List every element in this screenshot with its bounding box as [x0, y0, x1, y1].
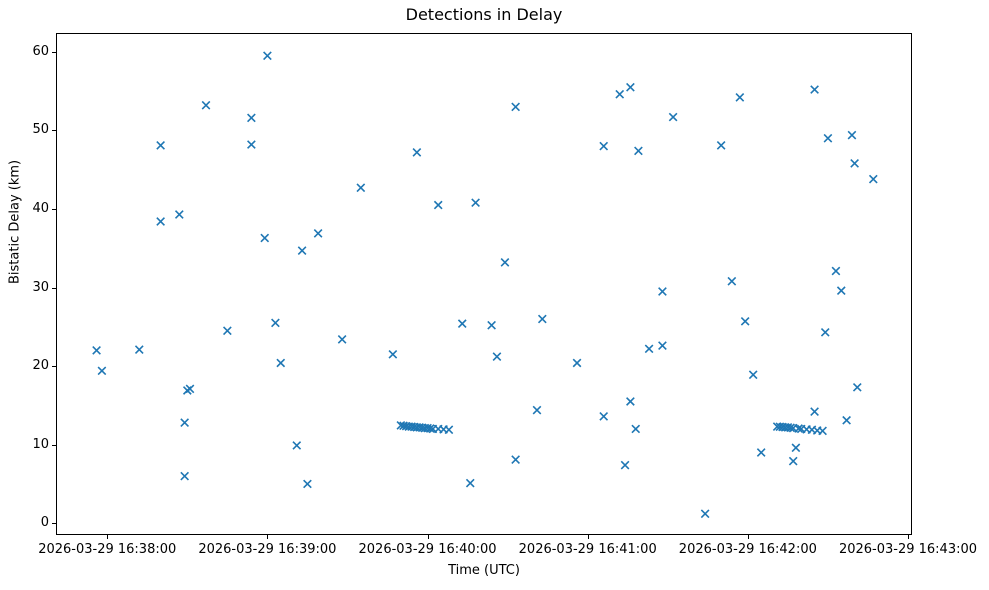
scatter-points [92, 51, 878, 519]
plot-border [56, 33, 912, 535]
data-point-marker [823, 133, 833, 143]
y-tick-label: 40 [32, 200, 49, 216]
data-point-marker [388, 349, 398, 359]
data-point-marker [263, 51, 272, 61]
data-point-marker [847, 130, 857, 140]
x-tick-label: 2026-03-29 16:39:00 [198, 542, 337, 557]
data-point-marker [658, 287, 667, 296]
data-point-marker [599, 141, 609, 151]
data-point-marker [92, 346, 101, 355]
data-point-marker [626, 82, 635, 92]
x-axis-label: Time (UTC) [448, 563, 520, 578]
data-point-marker [433, 200, 443, 210]
data-point-marker [180, 418, 190, 428]
data-point-marker [313, 228, 323, 238]
y-tick-label: 0 [40, 515, 49, 531]
data-point-marker [668, 112, 678, 122]
data-point-marker [615, 89, 625, 99]
data-point-marker [756, 448, 766, 457]
y-tick-label: 30 [32, 279, 49, 295]
data-point-marker [740, 316, 750, 326]
data-point-marker [644, 344, 654, 354]
data-point-marker [532, 405, 542, 415]
data-point-marker [852, 382, 862, 392]
data-point-marker [786, 423, 795, 433]
data-point-marker [631, 424, 641, 434]
data-point-marker [818, 426, 827, 436]
data-point-marker [260, 233, 270, 243]
data-point-marker [537, 314, 547, 324]
data-point-marker [247, 140, 256, 149]
data-point-marker [842, 415, 851, 425]
x-tick-label: 2026-03-29 16:42:00 [678, 542, 817, 557]
data-point-marker [700, 509, 710, 519]
data-point-marker [634, 146, 643, 156]
data-point-marker [572, 358, 582, 368]
data-point-marker [810, 85, 819, 94]
data-point-marker [791, 443, 801, 453]
y-tick-label: 20 [32, 358, 49, 374]
data-point-marker [292, 441, 302, 450]
data-point-marker [444, 425, 454, 435]
x-tick-label: 2026-03-29 16:40:00 [358, 542, 497, 557]
data-point-marker [850, 159, 859, 168]
data-point-marker [727, 276, 737, 286]
data-point-marker [247, 113, 256, 123]
data-point-marker [735, 93, 745, 102]
y-tick-label: 60 [32, 43, 49, 59]
data-point-marker [500, 258, 510, 267]
data-point-marker [425, 424, 435, 433]
data-point-marker [180, 471, 190, 481]
data-point-marker [97, 366, 107, 376]
data-point-marker [222, 326, 232, 336]
x-tick-marks [107, 535, 909, 539]
data-point-marker [134, 345, 144, 354]
y-tick-label: 10 [32, 436, 49, 452]
data-point-marker [356, 183, 366, 193]
data-point-marker [716, 140, 726, 150]
data-point-marker [788, 456, 798, 466]
data-point-marker [810, 407, 819, 417]
data-point-marker [658, 341, 667, 351]
data-point-marker [185, 384, 195, 394]
data-point-marker [620, 460, 630, 470]
data-point-marker [868, 174, 878, 184]
data-point-marker [156, 140, 165, 150]
data-point-marker [276, 358, 286, 368]
data-point-marker [337, 335, 347, 344]
x-tick-label: 2026-03-29 16:38:00 [38, 542, 177, 557]
x-tick-label: 2026-03-29 16:41:00 [518, 542, 657, 557]
data-point-marker [794, 424, 803, 433]
data-point-marker [511, 102, 520, 112]
data-point-marker [174, 210, 184, 219]
data-point-marker [297, 246, 307, 255]
data-point-marker [412, 148, 422, 157]
data-point-marker [831, 266, 841, 276]
data-point-marker [457, 319, 467, 329]
data-point-marker [820, 327, 830, 337]
data-point-marker [511, 455, 520, 464]
data-point-marker [836, 286, 846, 296]
chart-title: Detections in Delay [405, 5, 563, 24]
data-point-marker [599, 412, 609, 421]
data-point-marker [156, 217, 165, 226]
data-point-marker [465, 478, 475, 488]
data-point-marker [201, 100, 211, 110]
data-point-marker [471, 198, 480, 208]
data-point-marker [492, 352, 502, 362]
data-point-marker [487, 320, 496, 330]
data-point-marker [303, 479, 312, 489]
y-tick-marks [52, 52, 56, 524]
y-tick-label: 50 [32, 122, 49, 138]
x-tick-label: 2026-03-29 16:43:00 [838, 542, 978, 557]
data-point-marker [271, 318, 280, 328]
data-point-marker [626, 397, 635, 406]
data-point-marker [748, 370, 758, 380]
